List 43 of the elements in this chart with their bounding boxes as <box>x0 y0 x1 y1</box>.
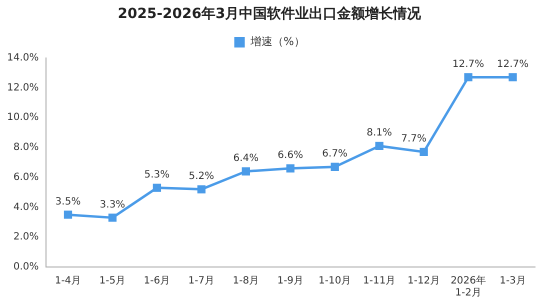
data-label: 12.7% <box>496 58 529 70</box>
x-tick-label: 1-7月 <box>188 276 215 287</box>
x-tick-label: 1-3月 <box>500 276 526 287</box>
data-label: 12.7% <box>452 58 484 70</box>
y-tick-label: 4.0% <box>13 202 39 213</box>
y-tick-label: 6.0% <box>13 172 39 183</box>
x-tick-label: 1-8月 <box>232 276 260 287</box>
point <box>508 73 517 82</box>
data-label: 3.3% <box>100 199 126 210</box>
data-label: 5.2% <box>188 170 214 182</box>
data-label: 7.7% <box>401 134 427 145</box>
point <box>197 185 206 194</box>
y-tick-label: 14.0% <box>6 52 39 64</box>
y-tick-label: 10.0% <box>6 112 39 124</box>
x-tick-label: 1-12月 <box>407 276 440 287</box>
data-label: 6.4% <box>233 152 259 164</box>
y-tick-label: 8.0% <box>13 142 39 154</box>
y-tick-label: 2.0% <box>13 232 39 243</box>
chart-title: 2025-2026年3月中国软件业出口金额增长情况 <box>118 5 422 22</box>
x-tick-label: 1-5月 <box>99 276 126 287</box>
point <box>64 210 72 219</box>
point <box>286 164 294 172</box>
legend-label: 增速（%） <box>250 35 305 48</box>
x-tick-label: 2026年 1-2月 <box>450 274 486 299</box>
data-label: 5.3% <box>144 169 170 180</box>
point <box>464 73 472 82</box>
x-tick-label: 1-10月 <box>318 276 352 287</box>
y-tick-label: 0.0% <box>13 262 39 273</box>
point <box>108 214 117 222</box>
point <box>375 142 384 150</box>
x-tick-label: 1-9月 <box>277 276 304 287</box>
data-label: 3.5% <box>55 196 81 208</box>
y-tick-label: 12.0% <box>6 82 39 94</box>
x-tick-label: 1-4月 <box>54 276 82 287</box>
point <box>420 148 428 156</box>
point <box>242 167 250 176</box>
data-label: 6.7% <box>322 148 348 160</box>
data-label: 6.6% <box>278 150 304 161</box>
x-tick-label: 1-11月 <box>362 276 396 287</box>
point <box>152 184 162 192</box>
x-tick-label: 1-6月 <box>144 276 170 287</box>
point <box>330 162 339 171</box>
data-label: 8.1% <box>366 128 392 139</box>
